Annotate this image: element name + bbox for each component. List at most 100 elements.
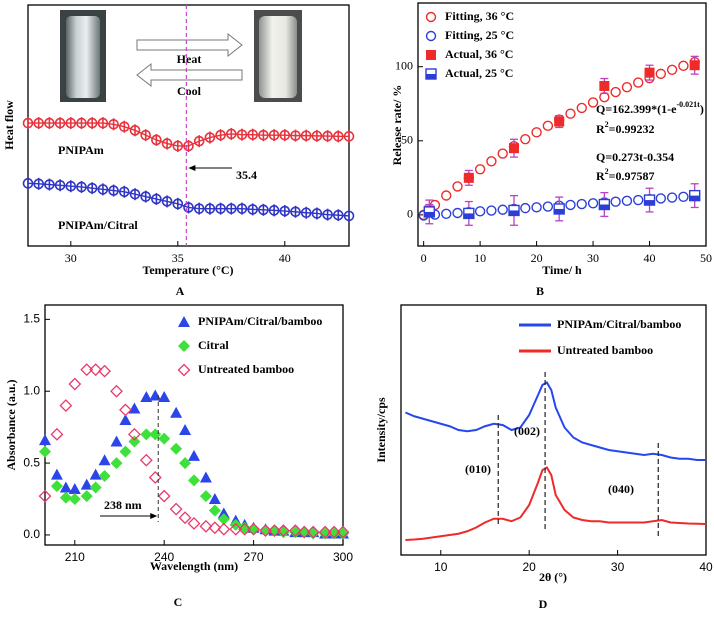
marker — [183, 139, 194, 152]
marker — [151, 193, 162, 206]
y-axis-label: Release rate/ % — [390, 85, 404, 166]
marker — [587, 198, 599, 209]
marker — [193, 202, 205, 215]
marker — [238, 522, 252, 536]
heat-arrow — [136, 32, 243, 58]
marker — [279, 205, 291, 218]
marker — [236, 128, 248, 141]
marker — [80, 490, 93, 503]
marker — [89, 363, 103, 377]
marker — [598, 198, 611, 211]
marker — [666, 192, 678, 203]
marker — [247, 128, 258, 141]
marker — [288, 524, 302, 538]
marker — [644, 67, 655, 78]
marker — [50, 468, 63, 480]
marker — [441, 190, 452, 201]
marker — [327, 525, 341, 539]
marker — [76, 180, 87, 193]
legend-label: Actual, 36 °C — [445, 47, 513, 61]
marker — [297, 525, 311, 539]
legend-label: Fitting, 25 °C — [445, 28, 514, 42]
marker — [336, 525, 350, 539]
marker — [65, 117, 77, 130]
marker — [226, 127, 237, 140]
x-axis-label: 2θ (°) — [539, 570, 567, 584]
marker — [277, 526, 290, 539]
marker — [44, 178, 55, 191]
marker — [119, 120, 130, 133]
y-tick-label: 100 — [395, 58, 413, 72]
equation: Q=0.273t-0.354 — [596, 150, 674, 164]
marker — [279, 129, 291, 142]
x-tick-label: 30 — [611, 560, 625, 574]
arrow-head — [188, 165, 196, 171]
marker — [520, 202, 531, 214]
annotation: 238 nm — [104, 498, 142, 512]
marker — [140, 190, 151, 203]
marker — [68, 377, 82, 391]
marker — [276, 524, 290, 538]
marker — [300, 129, 312, 142]
marker — [59, 491, 72, 504]
marker — [236, 202, 248, 215]
r-end: =0.99232 — [609, 122, 655, 136]
r-text: R — [596, 122, 605, 136]
marker — [183, 201, 194, 214]
marker — [140, 390, 153, 402]
y-tick-label: 0 — [407, 207, 413, 221]
series-line — [405, 466, 707, 541]
marker — [565, 108, 576, 119]
marker — [311, 129, 323, 142]
marker — [68, 493, 81, 506]
legend-label: Untreated bamboo — [198, 362, 294, 376]
turbid-vial — [259, 16, 297, 98]
marker — [322, 208, 333, 221]
marker — [65, 180, 77, 193]
marker — [425, 68, 437, 80]
marker-fill — [599, 204, 610, 210]
marker — [610, 86, 621, 98]
marker — [199, 471, 212, 483]
marker — [140, 129, 151, 142]
panel: 30 35 40 Temperature (°C) Heat flow A PNIPAm PN… — [2, 4, 355, 298]
legend-label: Fitting, 36 °C — [445, 9, 514, 23]
x-tick-label: 20 — [523, 560, 537, 574]
peak-label: (002) — [514, 424, 540, 438]
marker — [497, 204, 508, 215]
marker — [208, 493, 221, 505]
inset-photos — [60, 10, 302, 102]
marker-fill — [689, 195, 700, 201]
r-end: =0.97587 — [609, 169, 655, 183]
marker — [554, 116, 565, 127]
marker — [610, 196, 621, 207]
marker — [172, 139, 184, 152]
marker — [343, 130, 355, 143]
marker — [177, 363, 191, 377]
x-tick-label: 30 — [587, 251, 599, 265]
x-tick-label: 40 — [279, 251, 291, 265]
equation-text: Q=0.273t-0.354 — [596, 150, 674, 164]
marker — [108, 184, 119, 197]
x-axis-label: Temperature (°C) — [142, 263, 233, 277]
marker — [426, 50, 436, 60]
marker — [474, 206, 486, 217]
marker — [188, 474, 200, 487]
marker — [576, 198, 587, 210]
legend-label: PNIPAm/Citral/bamboo — [198, 314, 322, 328]
marker — [319, 527, 332, 540]
marker — [258, 129, 269, 142]
legend-label: Actual, 25 °C — [445, 66, 513, 80]
marker — [290, 129, 301, 142]
marker — [441, 208, 452, 219]
x-tick-label: 10 — [474, 251, 486, 265]
equation-end: ) — [700, 102, 704, 116]
marker — [97, 117, 109, 130]
marker — [140, 428, 153, 441]
marker — [170, 442, 183, 455]
marker — [158, 432, 171, 445]
y-tick-label: 0.5 — [23, 455, 40, 469]
x-axis-label: Wavelength (nm) — [150, 559, 238, 573]
marker-fill — [424, 211, 435, 217]
legend-label: Untreated bamboo — [557, 343, 653, 357]
